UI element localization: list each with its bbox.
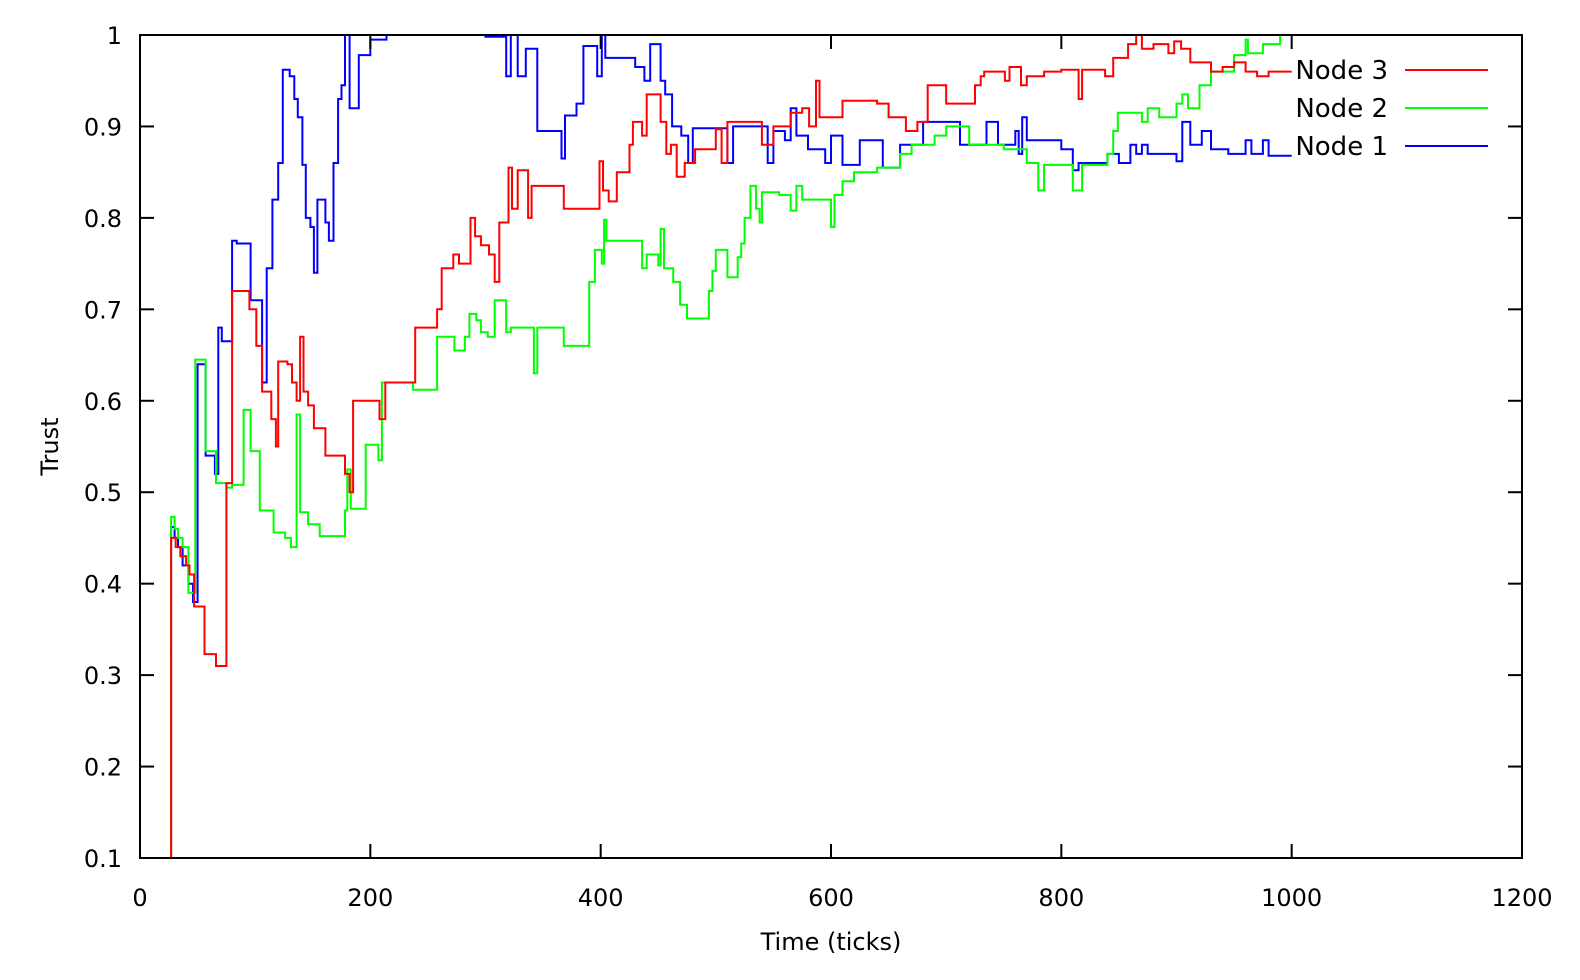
y-tick-label: 0.6 [84,388,122,416]
series-line-node-3 [140,35,1292,858]
legend: Node 3 Node 2 Node 1 [1295,56,1488,162]
y-tick-label: 0.9 [84,113,122,141]
y-tick-label: 0.2 [84,754,122,782]
x-tick-label: 800 [1038,884,1084,912]
series-line-node-1 [140,35,1292,858]
x-axis-title: Time (ticks) [760,928,902,956]
legend-label: Node 3 [1295,56,1388,86]
x-tick-label: 0 [132,884,147,912]
x-tick-label: 600 [808,884,854,912]
series-layer [140,35,1292,858]
ticks-layer: 0 200 400 600 800 1000 1200 0.1 0.2 0.3 0.4 0.5 0.6 0… [84,22,1553,912]
y-tick-label: 1 [107,22,122,50]
y-tick-label: 0.3 [84,662,122,690]
series-line-node-2 [140,35,1292,858]
legend-label: Node 1 [1295,132,1388,162]
x-tick-label: 400 [578,884,624,912]
y-tick-label: 0.7 [84,296,122,324]
x-tick-label: 1200 [1491,884,1552,912]
y-tick-label: 0.4 [84,571,122,599]
x-tick-label: 1000 [1261,884,1322,912]
y-axis-title: Trust [36,417,64,476]
y-tick-label: 0.5 [84,479,122,507]
legend-label: Node 2 [1295,94,1388,124]
y-tick-label: 0.1 [84,845,122,873]
x-tick-label: 200 [347,884,393,912]
y-tick-label: 0.8 [84,205,122,233]
